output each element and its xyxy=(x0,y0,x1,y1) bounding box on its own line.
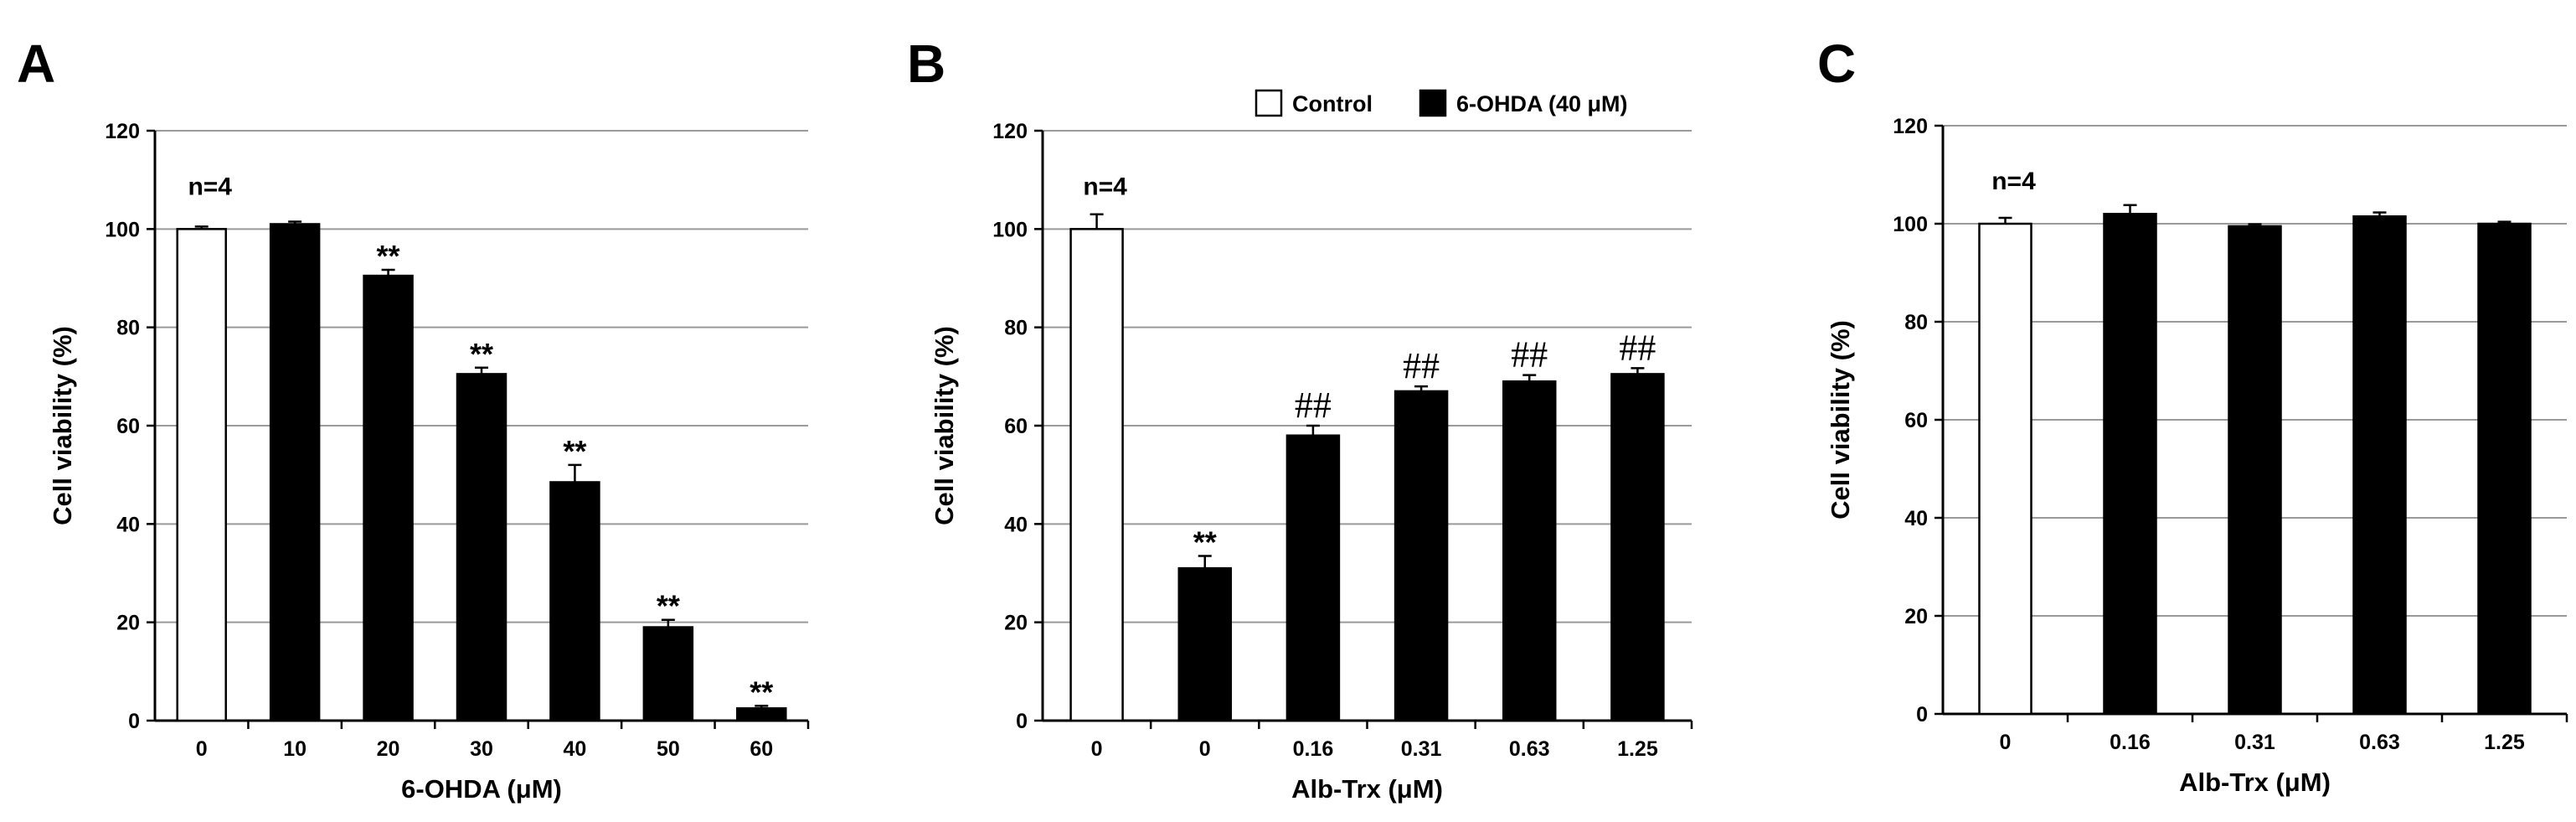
bar xyxy=(1285,434,1341,722)
bar xyxy=(269,223,321,722)
x-axis-title: 6-OHDA (μM) xyxy=(401,774,562,804)
bar xyxy=(736,707,787,722)
significance-stars: ** xyxy=(563,434,586,468)
y-tick-label: 80 xyxy=(116,317,140,340)
x-tick-label: 0 xyxy=(1199,737,1211,761)
y-axis-title: Cell viability (%) xyxy=(930,326,959,525)
bar xyxy=(2477,222,2532,716)
x-tick-label: 0.16 xyxy=(2110,731,2151,754)
legend-label-6ohda: 6-OHDA (40 μM) xyxy=(1456,91,1628,116)
legend-label-control: Control xyxy=(1292,91,1373,116)
bar xyxy=(2228,225,2282,716)
panel-letter-c: C xyxy=(1817,34,1856,94)
bar xyxy=(1978,222,2032,716)
y-axis-title: Cell viability (%) xyxy=(1826,320,1855,520)
y-tick-label: 40 xyxy=(1904,507,1928,530)
x-tick-label: 1.25 xyxy=(1617,737,1658,761)
y-tick-label: 0 xyxy=(1916,703,1928,726)
y-tick-label: 100 xyxy=(1893,213,1928,236)
y-tick-label: 0 xyxy=(128,710,140,733)
y-tick-label: 60 xyxy=(116,415,140,438)
y-tick-label: 80 xyxy=(1904,311,1928,334)
significance-stars: ** xyxy=(470,337,493,371)
x-tick-label: 10 xyxy=(283,737,307,761)
panel-letter-b: B xyxy=(907,34,945,94)
legend-swatch-control xyxy=(1255,89,1283,117)
significance-stars: ** xyxy=(377,239,400,273)
y-tick-label: 60 xyxy=(1904,409,1928,432)
bar xyxy=(1177,566,1232,722)
x-tick-label: 20 xyxy=(377,737,400,761)
bar xyxy=(1069,228,1124,722)
x-tick-label: 0.31 xyxy=(1401,737,1442,761)
significance-hash: ## xyxy=(1403,345,1440,386)
bar xyxy=(2103,213,2157,716)
significance-hash: ## xyxy=(1619,327,1656,368)
sample-size-note: n=4 xyxy=(1083,173,1127,200)
y-tick-label: 0 xyxy=(1016,710,1028,733)
bar xyxy=(363,274,414,722)
x-tick-label: 40 xyxy=(564,737,587,761)
bar xyxy=(1502,380,1557,722)
sample-size-note: n=4 xyxy=(1991,168,2036,195)
x-tick-label: 1.25 xyxy=(2484,731,2525,754)
y-tick-label: 80 xyxy=(1004,317,1028,340)
y-tick-label: 20 xyxy=(116,612,140,635)
x-tick-label: 0 xyxy=(2000,731,2012,754)
bar xyxy=(642,626,694,722)
significance-stars: ** xyxy=(657,589,680,623)
bar xyxy=(456,373,507,722)
x-tick-label: 0.63 xyxy=(2359,731,2400,754)
chart-panel-a: A 0 20 40 60 80 100 120 0 10 20 ** 30 ** 40 ** 50 ** 60 **… xyxy=(17,34,810,804)
y-tick-label: 120 xyxy=(1893,115,1928,138)
panel-letter-a: A xyxy=(17,34,55,94)
legend: Control 6-OHDA (40 μM) xyxy=(1255,89,1628,117)
chart-panel-c: C 0 20 40 60 80 100 120 0 0.16 0.31 0.63 1.25 n=4 Alb… xyxy=(1817,34,2568,797)
x-tick-label: 0.16 xyxy=(1293,737,1334,761)
chart-panel-b: B Control 6-OHDA (40 μM) 0 20 40 60 80 100 120… xyxy=(907,34,1693,804)
significance-stars: ** xyxy=(1193,525,1217,559)
bar xyxy=(176,228,227,722)
bar xyxy=(2352,215,2407,716)
bar xyxy=(1610,373,1665,722)
x-tick-label: 0.31 xyxy=(2234,731,2275,754)
x-tick-label: 60 xyxy=(750,737,773,761)
y-tick-label: 20 xyxy=(1004,612,1028,635)
y-tick-label: 100 xyxy=(992,218,1028,241)
significance-hash: ## xyxy=(1295,385,1332,426)
significance-stars: ** xyxy=(750,675,773,709)
legend-swatch-6ohda xyxy=(1419,89,1447,117)
y-tick-label: 40 xyxy=(116,513,140,536)
significance-hash: ## xyxy=(1511,334,1548,375)
x-tick-label: 50 xyxy=(657,737,680,761)
y-axis-title: Cell viability (%) xyxy=(48,326,77,525)
bar xyxy=(1394,390,1449,722)
x-tick-label: 30 xyxy=(470,737,493,761)
y-tick-label: 60 xyxy=(1004,415,1028,438)
bar xyxy=(549,481,600,722)
x-tick-label: 0.63 xyxy=(1509,737,1550,761)
y-tick-label: 100 xyxy=(105,218,140,241)
x-axis-title: Alb-Trx (μM) xyxy=(2179,768,2331,797)
y-tick-label: 20 xyxy=(1904,605,1928,628)
sample-size-note: n=4 xyxy=(188,173,232,200)
y-tick-label: 120 xyxy=(992,120,1028,143)
x-axis-title: Alb-Trx (μM) xyxy=(1291,774,1443,804)
y-tick-label: 40 xyxy=(1004,513,1028,536)
x-tick-label: 0 xyxy=(196,737,208,761)
x-tick-label: 0 xyxy=(1091,737,1103,761)
y-tick-label: 120 xyxy=(105,120,140,143)
